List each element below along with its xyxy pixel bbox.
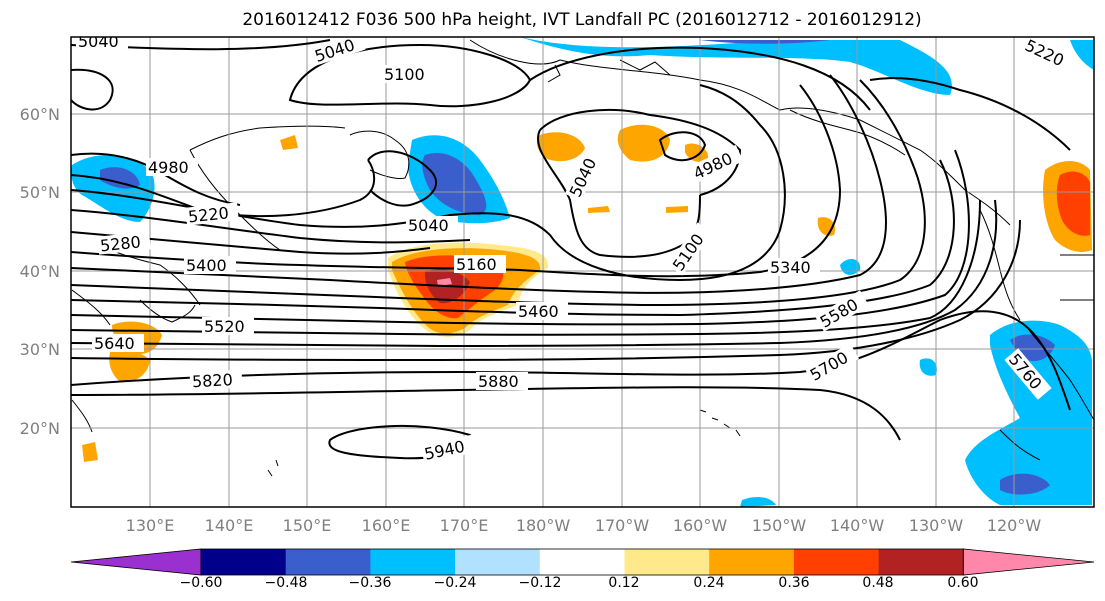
lon-label: 140°E: [205, 516, 254, 535]
colorbar-extend-high: [962, 548, 1095, 576]
lon-label: 130°W: [909, 516, 964, 535]
lon-label: 130°E: [126, 516, 175, 535]
colorbar-tick-label: −0.24: [434, 575, 477, 591]
contour-label: 5340: [770, 258, 811, 277]
height-contours: [71, 39, 1071, 460]
colorbar-tick-label: −0.60: [180, 575, 223, 591]
lon-label: 160°W: [673, 516, 728, 535]
colorbar-outline: [200, 548, 964, 576]
colorbar-tick-label: −0.12: [519, 575, 562, 591]
map-title: 2016012412 F036 500 hPa height, IVT Land…: [242, 10, 921, 30]
colorbar-tick-label: 0.12: [608, 575, 639, 591]
lat-label: 50°N: [20, 183, 60, 202]
lon-label: 170°E: [440, 516, 489, 535]
colorbar-segment: [285, 549, 371, 575]
lon-label: 160°E: [362, 516, 411, 535]
contour-label: 5640: [94, 334, 135, 353]
colorbar-extend-low: [70, 548, 202, 576]
contour-label: 4980: [148, 158, 189, 177]
colorbar-tick-label: 0.48: [862, 575, 893, 591]
colorbar-segment: [709, 549, 795, 575]
colorbar-ticks: −0.60 −0.48 −0.36 −0.24 −0.12 0.12 0.24 …: [180, 575, 979, 591]
lon-label: 150°E: [283, 516, 332, 535]
colorbar-segment: [370, 549, 456, 575]
map-area: 5040 5040 5100 5220 4980 5220 5280 5040 …: [71, 32, 1094, 507]
contour-label: 5220: [187, 203, 229, 226]
colorbar-tick-label: 0.36: [778, 575, 809, 591]
lat-label: 30°N: [20, 340, 60, 359]
lon-label: 150°W: [752, 516, 807, 535]
colorbar-segment: [624, 549, 710, 575]
colorbar: −0.60 −0.48 −0.36 −0.24 −0.12 0.12 0.24 …: [70, 548, 1095, 591]
contour-label: 5820: [192, 370, 234, 391]
colorbar-segment: [201, 549, 287, 575]
contour-label: 5880: [478, 372, 519, 391]
contour-label: 5160: [456, 255, 497, 274]
lon-label: 170°W: [595, 516, 650, 535]
lon-label: 140°W: [830, 516, 885, 535]
lon-label: 180°W: [516, 516, 571, 535]
contour-label: 5400: [186, 256, 227, 275]
colorbar-tick-label: 0.60: [947, 575, 978, 591]
colorbar-tick-label: 0.24: [693, 575, 724, 591]
map-frame: [70, 36, 1095, 508]
coastlines: [71, 39, 1094, 477]
contour-label: 5460: [518, 302, 559, 321]
colorbar-segment: [793, 549, 880, 575]
lat-label: 20°N: [20, 419, 60, 438]
colorbar-segments: [70, 548, 1095, 576]
colorbar-tick-label: −0.36: [349, 575, 392, 591]
contour-label: 5520: [204, 317, 245, 336]
contour-label: 5040: [408, 216, 449, 235]
lat-label: 60°N: [20, 105, 60, 124]
contour-label: 5040: [78, 32, 119, 51]
colorbar-segment: [455, 549, 541, 575]
lat-label: 40°N: [20, 262, 60, 281]
colorbar-segment: [878, 549, 964, 575]
colorbar-segment: [539, 549, 625, 575]
latitude-labels: 60°N 50°N 40°N 30°N 20°N: [20, 105, 60, 438]
lon-label: 120°W: [987, 516, 1042, 535]
longitude-labels: 130°E 140°E 150°E 160°E 170°E 180°W 170°…: [126, 516, 1042, 535]
contour-label: 5280: [99, 232, 141, 255]
colorbar-tick-label: −0.48: [265, 575, 308, 591]
contour-label: 5100: [384, 65, 425, 84]
